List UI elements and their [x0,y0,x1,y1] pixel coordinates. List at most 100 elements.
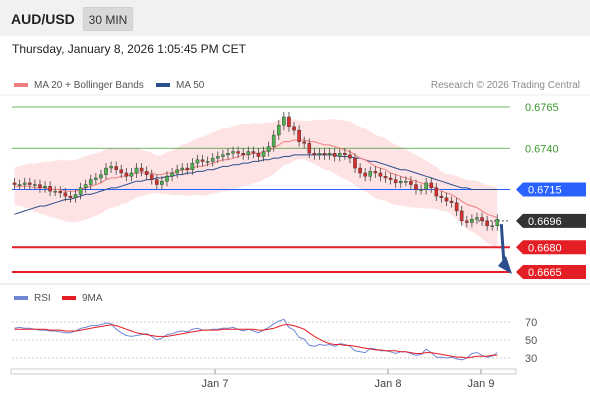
candle [465,220,469,223]
level-label-0.6740: 0.6740 [525,143,559,155]
candle [383,176,388,179]
candle [236,151,240,154]
candle [287,116,291,128]
candle [429,182,434,189]
level-label-0.6715: 0.6715 [528,185,562,197]
candle [393,179,398,184]
x-axis-bar [10,368,517,375]
candle [195,159,200,164]
level-label-0.6765: 0.6765 [525,102,559,114]
bollinger-band [14,118,498,248]
level-tag-bg [516,182,586,197]
candle [109,166,113,169]
rsi-label: RSI [34,293,51,304]
candle [83,184,88,189]
symbol-label: AUD/USD [11,11,75,27]
ma50-label: MA 50 [176,80,205,91]
candle [144,171,149,175]
rsi-ma-label: 9MA [82,293,103,304]
candle [43,185,47,189]
candle [94,177,98,180]
rsi-tick-30: 30 [525,353,537,365]
ma20-line [14,139,498,219]
candle [185,167,190,170]
chart-header: AUD/USD 30 MIN [0,0,590,36]
candle [205,161,210,163]
candle [104,167,108,175]
candle [282,116,286,126]
candle [424,182,428,190]
candle [332,152,337,157]
candle [246,151,251,156]
legend-rsi-ma: 9MA [62,293,103,304]
candle [38,184,42,189]
candle [449,200,454,203]
x-tick-Jan-9: Jan 9 [468,378,495,390]
candle [114,166,118,170]
candle [48,185,52,192]
candle [73,194,78,198]
candle [312,152,317,156]
rsi-tick-50: 50 [525,335,537,347]
candle [266,146,271,152]
candle [271,134,276,147]
candle [485,220,489,227]
candle [327,152,332,156]
candle [129,172,134,177]
candle [363,172,367,177]
candle [78,187,83,195]
candle [175,169,179,174]
candle [470,218,474,223]
level-tag-0.6715: 0.6715 [516,182,586,197]
candle [398,181,403,184]
candle [27,182,32,185]
candle [276,124,281,136]
candle [99,174,103,179]
rsi-line [14,318,498,361]
rsi-swatch [14,296,28,301]
candle [490,225,495,228]
candle [124,172,129,177]
rsi-tick-70: 70 [525,317,537,329]
candle [404,181,408,183]
candle [63,192,68,197]
level-tag-0.6680: 0.6680 [516,240,586,255]
candle [343,152,347,156]
candle [292,126,296,131]
candle [322,152,327,156]
legend-ma20: MA 20 + Bollinger Bands [14,80,144,91]
candle [368,171,373,177]
candle [358,167,362,174]
candle [17,184,22,186]
legend-ma50: MA 50 [156,80,204,91]
candle [302,141,306,144]
candle [22,182,27,185]
level-label-0.6665: 0.6665 [528,267,562,279]
candle [439,195,444,198]
candle [495,218,500,226]
candle [307,143,312,154]
candle [88,179,93,185]
chart-datetime: Thursday, January 8, 2026 1:05:45 PM CET [12,42,246,56]
ma50-swatch [156,83,170,88]
candle [231,151,235,154]
candle [434,187,439,197]
candle [119,169,124,174]
candle [409,181,413,185]
candle [256,152,261,157]
candle [317,152,322,156]
candle [261,151,266,157]
level-tag-bg [516,240,586,255]
level-tag-bg [516,265,586,279]
candle [160,181,164,185]
candle [216,156,220,159]
candle [155,179,159,185]
candle [373,171,378,174]
level-tag-0.6696: 0.6696 [516,213,586,228]
timeframe-button[interactable]: 30 MIN [83,7,133,31]
candle [68,195,73,198]
candle [134,167,139,174]
candle [378,172,383,177]
candle [180,167,185,170]
